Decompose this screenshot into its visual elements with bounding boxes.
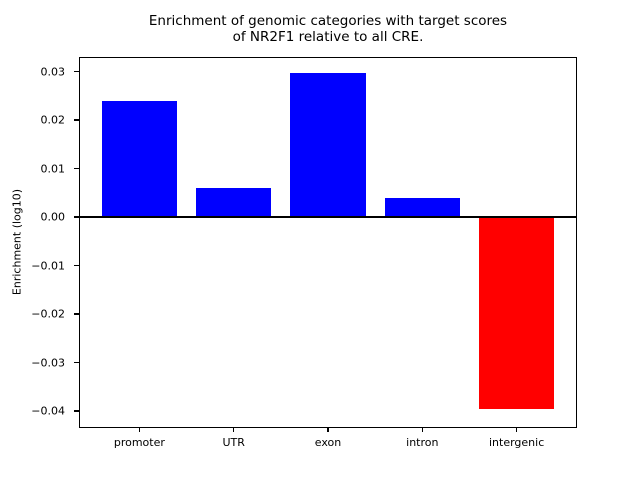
bar-intergenic (478, 217, 555, 409)
bar-UTR (195, 187, 272, 218)
y-tick-label-−0.01: −0.01 (31, 259, 65, 273)
y-tick-0.00 (74, 216, 79, 218)
y-tick-label-0.00: 0.00 (40, 210, 66, 224)
x-tick-intergenic (516, 428, 518, 432)
x-tick-UTR (233, 428, 235, 432)
x-tick-promoter (138, 428, 140, 432)
chart-title: Enrichment of genomic categories with ta… (79, 13, 577, 45)
y-tick-0.01 (74, 167, 79, 170)
y-tick-−0.02 (74, 313, 79, 315)
x-tick-label-promoter: promoter (113, 436, 165, 449)
y-tick-label-0.02: 0.02 (40, 113, 66, 127)
y-tick-0.02 (74, 119, 79, 121)
y-tick-label-0.01: 0.01 (40, 162, 66, 176)
x-tick-label-exon: exon (314, 436, 342, 449)
y-axis-label: Enrichment (log10) (10, 188, 24, 296)
y-tick-label-−0.03: −0.03 (31, 356, 65, 370)
x-tick-label-intron: intron (406, 436, 439, 449)
zero-line (79, 215, 577, 219)
x-tick-exon (327, 428, 329, 432)
chart-title-line2: of NR2F1 relative to all CRE. (232, 29, 424, 45)
y-tick-label-0.03: 0.03 (40, 65, 66, 79)
y-tick-−0.03 (74, 361, 79, 364)
y-tick-−0.04 (74, 410, 79, 412)
y-tick-−0.01 (74, 264, 79, 267)
bar-exon (290, 73, 366, 218)
y-tick-label-−0.04: −0.04 (31, 404, 65, 418)
chart-title-line1: Enrichment of genomic categories with ta… (148, 13, 508, 29)
bar-intron (384, 197, 461, 218)
y-tick-0.03 (74, 70, 79, 73)
x-tick-label-UTR: UTR (222, 436, 245, 449)
x-tick-intron (421, 428, 423, 432)
y-tick-label-−0.02: −0.02 (31, 307, 65, 321)
x-tick-label-intergenic: intergenic (488, 436, 545, 449)
bar-promoter (101, 100, 178, 218)
